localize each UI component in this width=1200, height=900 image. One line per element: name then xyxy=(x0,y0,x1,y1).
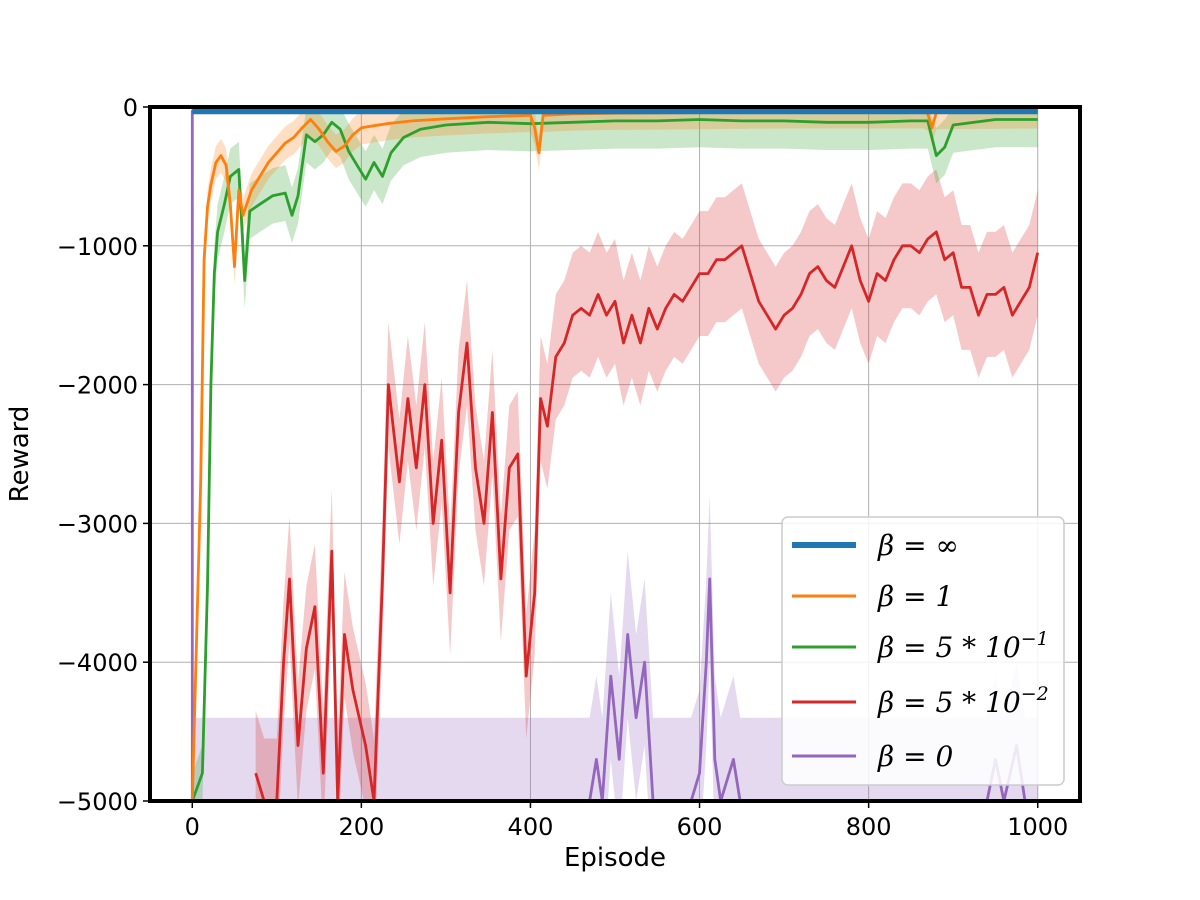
legend-label-1: β = 1 xyxy=(877,580,953,613)
legend-label-main: β = 1 xyxy=(877,580,953,613)
plot-frame xyxy=(148,105,1082,803)
legend-label-main: β = 5 * 10 xyxy=(877,631,1021,664)
band-2 xyxy=(192,107,1038,801)
legend-label-4: β = 0 xyxy=(877,740,953,773)
y-axis-label: Reward xyxy=(5,406,35,503)
x-axis-ticks: 0 200 400 600 800 1000 xyxy=(185,801,1068,841)
legend-label-main: β = 0 xyxy=(877,740,953,773)
x-tick-label: 1000 xyxy=(1007,813,1068,841)
y-tick-label: −1000 xyxy=(57,233,138,261)
x-tick-label: 600 xyxy=(677,813,723,841)
x-tick-label: 200 xyxy=(338,813,384,841)
y-tick-label: −3000 xyxy=(57,510,138,538)
legend-label-exponent: −2 xyxy=(1021,683,1049,705)
series-line-3 xyxy=(254,230,1040,801)
legend-label-2: β = 5 * 10−1 xyxy=(877,628,1049,664)
x-tick-label: 800 xyxy=(846,813,892,841)
y-axis-ticks: 0 −1000 −2000 −3000 −4000 −5000 xyxy=(57,94,150,816)
band-3 xyxy=(255,169,1038,801)
y-tick-label: −4000 xyxy=(57,649,138,677)
series-line-2 xyxy=(190,118,1038,801)
x-tick-label: 400 xyxy=(508,813,554,841)
y-tick-label: −5000 xyxy=(57,788,138,816)
legend-box xyxy=(781,516,1065,786)
y-tick-label: 0 xyxy=(123,94,138,122)
legend-label-0: β = ∞ xyxy=(877,529,959,562)
legend-label-3: β = 5 * 10−2 xyxy=(877,683,1049,719)
y-tick-label: −2000 xyxy=(57,372,138,400)
x-tick-label: 0 xyxy=(185,813,200,841)
legend-label-main: β = ∞ xyxy=(877,529,959,562)
legend: β = ∞β = 1β = 5 * 10−1β = 5 * 10−2β = 0 xyxy=(781,516,1065,786)
legend-label-exponent: −1 xyxy=(1021,628,1049,650)
x-axis-label: Episode xyxy=(564,843,666,873)
legend-label-main: β = 5 * 10 xyxy=(877,686,1021,719)
